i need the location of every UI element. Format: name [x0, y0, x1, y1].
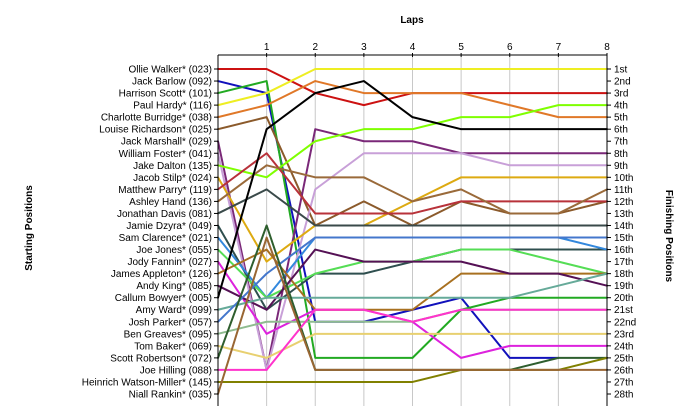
starting-name-label-19: Andy King* (085)	[136, 281, 212, 292]
finishing-label-3: 3rd	[614, 89, 628, 100]
finishing-label-27: 27th	[614, 377, 633, 388]
lap-tick-label-3: 3	[361, 42, 367, 53]
finishing-label-21: 21st	[614, 305, 633, 316]
finishing-label-14: 14th	[614, 221, 633, 232]
series-line-12	[217, 164, 608, 215]
finishing-label-25: 25th	[614, 353, 633, 364]
series-line-9	[217, 104, 608, 179]
starting-name-label-1: Ollie Walker* (023)	[128, 65, 212, 76]
starting-name-label-24: Tom Baker* (069)	[134, 341, 212, 352]
series-line-19	[217, 248, 608, 311]
finishing-label-6: 6th	[614, 125, 628, 136]
starting-name-label-14: Jamie Dzyra* (049)	[126, 221, 212, 232]
label-layer: 1 2 3 4 5 6 7 8 Ollie Walker* (023)Jack Barlow (…	[82, 42, 636, 401]
finishing-label-16: 16th	[614, 245, 633, 256]
lap-tick-label-5: 5	[458, 42, 464, 53]
finishing-label-20: 20th	[614, 293, 633, 304]
axis-layer	[214, 53, 611, 406]
left-axis-title: Starting Positions	[24, 185, 35, 271]
finishing-label-10: 10th	[614, 173, 633, 184]
starting-name-label-2: Jack Barlow (092)	[132, 77, 212, 88]
starting-name-label-20: Callum Bowyer* (005)	[115, 293, 212, 304]
starting-name-label-18: James Appleton* (126)	[111, 269, 212, 280]
starting-name-label-15: Sam Clarence* (021)	[119, 233, 212, 244]
finishing-label-4: 4th	[614, 101, 628, 112]
lap-tick-label-4: 4	[410, 42, 416, 53]
finishing-label-12: 12th	[614, 197, 633, 208]
series-line-11	[217, 152, 608, 215]
finishing-label-18: 18th	[614, 269, 633, 280]
finishing-label-9: 9th	[614, 161, 628, 172]
finishing-label-19: 19th	[614, 281, 633, 292]
series-line-4	[217, 68, 608, 107]
starting-name-label-7: Jack Marshall* (029)	[121, 137, 212, 148]
starting-name-label-11: Matthew Parry* (119)	[118, 185, 212, 196]
starting-name-label-13: Jonathan Davis (081)	[117, 209, 212, 220]
finishing-label-13: 13th	[614, 209, 633, 220]
finishing-label-24: 24th	[614, 341, 633, 352]
starting-name-label-3: Harrison Scott* (101)	[119, 89, 212, 100]
grid-layer	[266, 57, 608, 406]
lap-tick-label-2: 2	[312, 42, 318, 53]
x-axis-title: Laps	[400, 15, 424, 26]
starting-name-label-12: Ashley Hand (136)	[129, 197, 212, 208]
finishing-label-28: 28th	[614, 390, 633, 401]
starting-name-label-22: Josh Parker* (057)	[129, 317, 212, 328]
lap-tick-label-6: 6	[507, 42, 513, 53]
series-line-26	[217, 308, 608, 371]
lap-tick-label-1: 1	[264, 42, 270, 53]
finishing-label-5: 5th	[614, 113, 628, 124]
series-line-21	[217, 272, 608, 311]
series-layer	[217, 68, 608, 395]
series-line-28	[217, 236, 608, 395]
finishing-label-1: 1st	[614, 65, 628, 76]
finishing-label-26: 26th	[614, 365, 633, 376]
series-line-8	[217, 152, 608, 371]
starting-name-label-27: Heinrich Watson-Miller* (145)	[82, 377, 212, 388]
finishing-label-11: 11th	[614, 185, 633, 196]
starting-name-label-4: Paul Hardy* (116)	[133, 101, 212, 112]
series-line-22	[217, 236, 608, 323]
finishing-label-15: 15th	[614, 233, 633, 244]
starting-name-label-26: Joe Hilling (088)	[140, 365, 212, 376]
series-line-20	[217, 80, 608, 299]
finishing-label-7: 7th	[614, 137, 628, 148]
starting-name-label-16: Joe Jones* (055)	[136, 245, 212, 256]
starting-name-label-9: Jake Dalton (135)	[133, 161, 212, 172]
series-line-5	[217, 80, 608, 119]
starting-name-label-8: William Foster* (041)	[119, 149, 212, 160]
right-axis-title: Finishing Positions	[663, 190, 674, 283]
starting-name-label-6: Louise Richardson* (025)	[99, 125, 212, 136]
starting-name-label-25: Scott Robertson* (072)	[110, 353, 212, 364]
finishing-label-17: 17th	[614, 257, 633, 268]
finishing-label-23: 23rd	[614, 329, 634, 340]
lap-tick-label-7: 7	[556, 42, 562, 53]
starting-name-label-17: Jody Fannin* (027)	[128, 257, 213, 268]
series-line-13	[217, 188, 608, 227]
lap-tick-label-8: 8	[604, 42, 610, 53]
finishing-label-2: 2nd	[614, 77, 631, 88]
finishing-label-22: 22nd	[614, 317, 636, 328]
starting-name-label-5: Charlotte Burridge* (038)	[101, 113, 212, 124]
starting-name-label-28: Niall Rankin* (035)	[129, 390, 212, 401]
starting-name-label-10: Jacob Stilp* (024)	[133, 173, 212, 184]
starting-name-label-23: Ben Greaves* (095)	[124, 329, 212, 340]
finishing-label-8: 8th	[614, 149, 628, 160]
starting-name-label-21: Amy Ward* (099)	[136, 305, 212, 316]
